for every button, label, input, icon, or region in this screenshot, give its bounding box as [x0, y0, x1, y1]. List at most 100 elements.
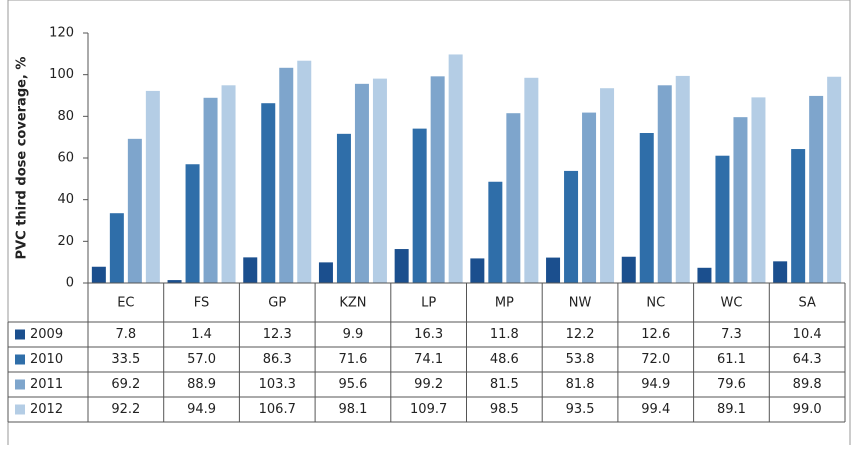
- x-tick-label: NW: [569, 296, 592, 311]
- legend-label: 2011: [30, 377, 63, 392]
- table-cell: 12.3: [263, 327, 292, 342]
- bar: [791, 149, 806, 283]
- bar: [167, 280, 182, 283]
- table-cell: 109.7: [410, 402, 447, 417]
- x-tick-label: KZN: [339, 296, 366, 311]
- table-cell: 94.9: [641, 377, 670, 392]
- y-tick-label: 20: [57, 234, 74, 249]
- table-cell: 57.0: [187, 352, 216, 367]
- table-cell: 9.9: [343, 327, 364, 342]
- table-cell: 93.5: [566, 402, 595, 417]
- x-tick-label: NC: [646, 296, 665, 311]
- bar: [582, 112, 597, 283]
- bar: [221, 85, 236, 284]
- x-tick-label: GP: [268, 296, 286, 311]
- bar: [488, 181, 503, 283]
- table-cell: 94.9: [187, 402, 216, 417]
- y-tick-label: 0: [66, 276, 74, 291]
- x-tick-label: MP: [495, 296, 514, 311]
- legend-swatch: [15, 354, 25, 365]
- y-axis-label: PVC third dose coverage, %: [15, 57, 30, 260]
- legend-swatch: [15, 379, 25, 390]
- bar: [675, 75, 690, 284]
- table-cell: 61.1: [717, 352, 746, 367]
- bar: [372, 78, 387, 283]
- table-cell: 1.4: [191, 327, 212, 342]
- legend-label: 2012: [30, 402, 63, 417]
- table-cell: 99.0: [793, 402, 822, 417]
- bar: [318, 262, 333, 283]
- x-tick-label: SA: [798, 296, 815, 311]
- bar: [697, 267, 712, 283]
- bar: [279, 67, 294, 284]
- bar: [354, 83, 369, 283]
- bar: [827, 76, 842, 283]
- table-cell: 16.3: [414, 327, 443, 342]
- table-cell: 89.1: [717, 402, 746, 417]
- x-tick-label: WC: [720, 296, 742, 311]
- table-cell: 81.5: [490, 377, 519, 392]
- bar: [448, 54, 463, 284]
- table-cell: 10.4: [793, 327, 822, 342]
- bar: [639, 133, 654, 283]
- bar: [109, 213, 124, 283]
- bar: [773, 261, 788, 283]
- y-tick-label: 100: [49, 67, 74, 82]
- table-cell: 69.2: [111, 377, 140, 392]
- table-cell: 48.6: [490, 352, 519, 367]
- table-cell: 71.6: [338, 352, 367, 367]
- table-cell: 7.8: [116, 327, 137, 342]
- table-cell: 86.3: [263, 352, 292, 367]
- bar: [297, 60, 312, 284]
- table-cell: 53.8: [566, 352, 595, 367]
- legend-label: 2009: [30, 327, 63, 342]
- bar: [127, 138, 142, 283]
- bar: [600, 88, 615, 283]
- bar: [145, 90, 160, 284]
- bar: [506, 113, 521, 283]
- table-cell: 72.0: [641, 352, 670, 367]
- table-cell: 98.5: [490, 402, 519, 417]
- bar: [261, 103, 276, 283]
- x-tick-label: LP: [421, 296, 436, 311]
- x-tick-label: FS: [194, 296, 210, 311]
- bar: [657, 85, 672, 284]
- bar: [394, 249, 409, 283]
- bar: [412, 128, 427, 283]
- table-cell: 81.8: [566, 377, 595, 392]
- bar: [546, 257, 561, 283]
- table-cell: 12.2: [566, 327, 595, 342]
- bar: [564, 170, 579, 283]
- table-cell: 99.4: [641, 402, 670, 417]
- table-cell: 12.6: [641, 327, 670, 342]
- legend-label: 2010: [30, 352, 63, 367]
- bar: [430, 76, 445, 283]
- table-cell: 88.9: [187, 377, 216, 392]
- table-cell: 95.6: [338, 377, 367, 392]
- bar: [470, 258, 485, 283]
- table-cell: 103.3: [259, 377, 296, 392]
- y-tick-label: 40: [57, 192, 74, 207]
- table-cell: 64.3: [793, 352, 822, 367]
- bar: [751, 97, 766, 283]
- bar: [203, 97, 218, 284]
- y-tick-label: 120: [49, 26, 74, 41]
- table-cell: 11.8: [490, 327, 519, 342]
- bar: [91, 266, 106, 283]
- bar: [524, 77, 539, 284]
- x-tick-label: EC: [117, 296, 134, 311]
- table-cell: 79.6: [717, 377, 746, 392]
- table-cell: 7.3: [721, 327, 742, 342]
- table-cell: 98.1: [338, 402, 367, 417]
- bar: [715, 155, 730, 283]
- bar: [621, 256, 636, 283]
- table-cell: 74.1: [414, 352, 443, 367]
- bar: [733, 117, 748, 284]
- bar: [336, 133, 351, 283]
- table-cell: 89.8: [793, 377, 822, 392]
- bar: [243, 257, 258, 283]
- bar: [809, 95, 824, 284]
- table-cell: 92.2: [111, 402, 140, 417]
- y-tick-label: 60: [57, 151, 74, 166]
